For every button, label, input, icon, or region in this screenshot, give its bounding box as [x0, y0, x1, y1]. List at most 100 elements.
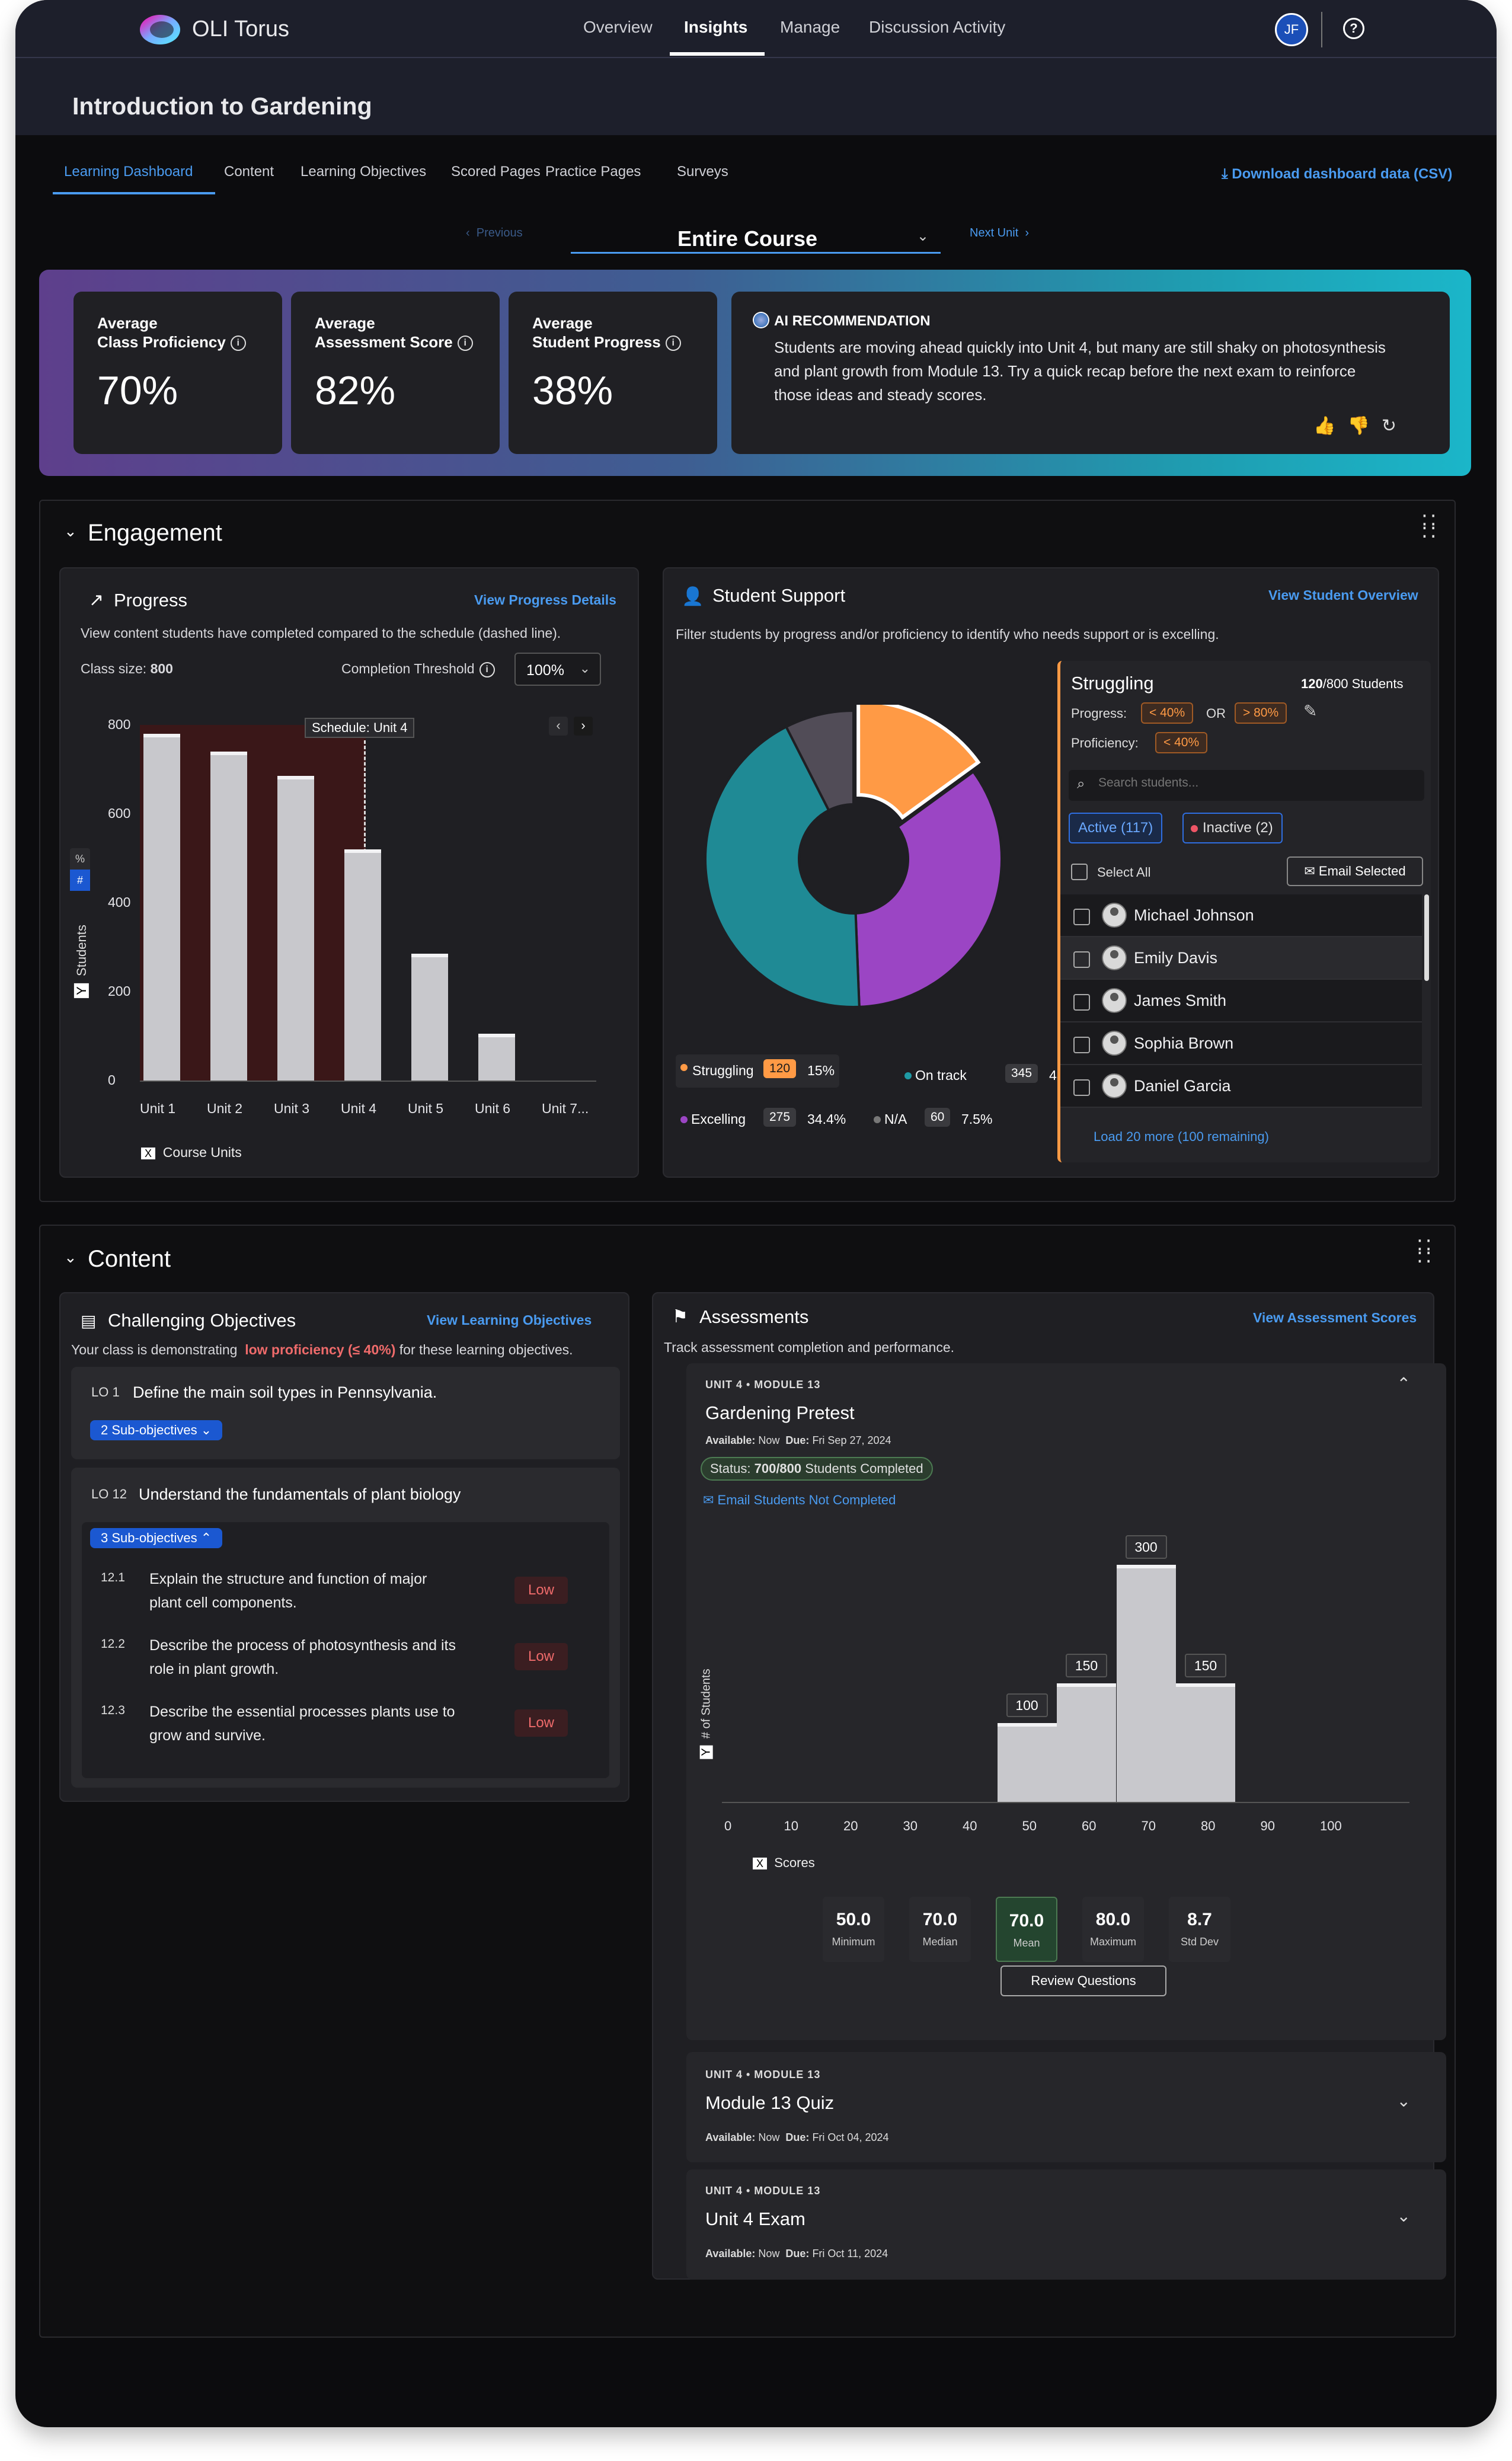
legend-struggling[interactable]: Struggling 120 15%	[676, 1054, 839, 1088]
nav-insights[interactable]: Insights	[684, 18, 748, 36]
assessment-pretest: UNIT 4 • MODULE 13 ⌃ Gardening Pretest A…	[686, 1363, 1446, 2040]
chart-prev-button[interactable]: ‹	[549, 717, 568, 736]
info-icon[interactable]: i	[479, 661, 495, 677]
progress-bar	[277, 776, 314, 1081]
student-row[interactable]: Daniel Garcia	[1060, 1065, 1422, 1108]
donut-slice-excelling[interactable]	[854, 770, 1003, 1008]
x-tick-label: 10	[784, 1818, 798, 1833]
mail-icon: ✉	[703, 1492, 718, 1507]
inactive-filter-button[interactable]: Inactive (2)	[1182, 813, 1283, 843]
progress-description: View content students have completed com…	[81, 625, 561, 641]
threshold-select[interactable]: 100% ⌄	[514, 653, 601, 686]
sub-objectives-toggle[interactable]: 3 Sub-objectives ⌃	[90, 1528, 223, 1548]
sub-objectives-toggle[interactable]: 2 Sub-objectives ⌄	[90, 1420, 223, 1440]
chevron-down-icon[interactable]: ⌄	[1396, 2207, 1411, 2225]
chevron-down-icon[interactable]: ⌄	[1396, 2092, 1411, 2110]
review-questions-button[interactable]: Review Questions	[1000, 1965, 1166, 1996]
view-learning-objectives-link[interactable]: View Learning Objectives	[427, 1312, 592, 1328]
student-row[interactable]: Sophia Brown	[1060, 1022, 1422, 1065]
histogram-bar	[1057, 1683, 1116, 1802]
toggle-count[interactable]: #	[70, 870, 90, 891]
donut-slice-struggling[interactable]	[856, 705, 981, 820]
scrollbar[interactable]	[1424, 894, 1429, 981]
proficiency-filter-low[interactable]: < 40%	[1155, 732, 1208, 753]
x-tick-label: 60	[1082, 1818, 1097, 1833]
sub-text: Describe the essential processes plants …	[149, 1703, 455, 1720]
drag-handle-icon[interactable]: ⁚⁚ ⁚⁚	[1417, 1236, 1434, 1267]
assessment-exam[interactable]: UNIT 4 • MODULE 13 Unit 4 Exam Available…	[686, 2169, 1446, 2280]
chart-next-button[interactable]: ›	[574, 717, 593, 736]
challenging-objectives-card: ▤ Challenging Objectives View Learning O…	[59, 1292, 629, 1802]
progress-filter-label: Progress:	[1071, 706, 1127, 721]
student-row[interactable]: Michael Johnson	[1060, 894, 1422, 937]
nav-overview[interactable]: Overview	[583, 18, 653, 36]
tab-learning-dashboard[interactable]: Learning Dashboard	[64, 164, 193, 180]
next-unit-button[interactable]: Next Unit ›	[970, 226, 1029, 240]
previous-unit-button[interactable]: ‹ Previous	[466, 226, 523, 240]
lo-number: LO 1	[91, 1385, 120, 1399]
tab-practice-pages[interactable]: Practice Pages	[545, 164, 641, 180]
tab-learning-objectives[interactable]: Learning Objectives	[301, 164, 427, 180]
lo-text: Understand the fundamentals of plant bio…	[139, 1485, 461, 1503]
student-checkbox[interactable]	[1073, 1037, 1090, 1053]
assessment-breadcrumb: UNIT 4 • MODULE 13	[705, 1379, 821, 1391]
info-icon[interactable]: i	[457, 335, 473, 351]
legend-percent: 15%	[807, 1063, 835, 1078]
nav-manage[interactable]: Manage	[780, 18, 840, 36]
tab-surveys[interactable]: Surveys	[677, 164, 728, 180]
assessment-name: Module 13 Quiz	[705, 2092, 835, 2113]
student-checkbox[interactable]	[1073, 909, 1090, 925]
dashboard-tabs: Learning Dashboard Content Learning Obje…	[15, 135, 1497, 200]
load-more-link[interactable]: Load 20 more (100 remaining)	[1094, 1129, 1269, 1144]
email-not-completed-link[interactable]: ✉ Email Students Not Completed	[703, 1492, 896, 1507]
search-field[interactable]: ⌕	[1069, 770, 1424, 801]
help-icon[interactable]: ?	[1343, 18, 1364, 39]
axis-toggle: % #	[70, 848, 90, 891]
student-checkbox[interactable]	[1073, 951, 1090, 968]
assessment-quiz[interactable]: UNIT 4 • MODULE 13 Module 13 Quiz Availa…	[686, 2052, 1446, 2162]
donut-slice-n-a[interactable]	[784, 709, 855, 812]
progress-filter-low[interactable]: < 40%	[1141, 702, 1194, 724]
nav-discussion-activity[interactable]: Discussion Activity	[869, 18, 1006, 36]
card-title: Progress	[114, 590, 188, 611]
view-assessment-scores-link[interactable]: View Assessment Scores	[1253, 1310, 1417, 1325]
email-selected-button[interactable]: ✉ Email Selected	[1287, 856, 1423, 886]
x-tick-label: Unit 7...	[542, 1101, 589, 1116]
toggle-percent[interactable]: %	[75, 853, 85, 865]
active-filter-button[interactable]: Active (117)	[1069, 813, 1163, 843]
unit-select[interactable]: Entire Course ⌄	[571, 223, 941, 254]
kpi-class-proficiency: Average Class Proficiency i 70%	[73, 292, 282, 454]
legend-count: 120	[763, 1059, 797, 1078]
select-all-checkbox[interactable]	[1071, 864, 1088, 880]
view-student-overview-link[interactable]: View Student Overview	[1268, 587, 1418, 603]
thumbs-up-icon[interactable]: 👍	[1313, 416, 1348, 436]
student-checkbox[interactable]	[1073, 1079, 1090, 1096]
collapse-chevron-icon[interactable]: ⌄	[64, 522, 77, 540]
collapse-chevron-icon[interactable]: ⌄	[64, 1248, 77, 1266]
y-tick-label: 400	[108, 894, 131, 910]
tab-content[interactable]: Content	[224, 164, 274, 180]
x-tick-label: 100	[1320, 1818, 1342, 1833]
info-icon[interactable]: i	[665, 335, 681, 351]
view-progress-details-link[interactable]: View Progress Details	[474, 592, 616, 608]
student-row[interactable]: James Smith	[1060, 980, 1422, 1022]
edit-icon[interactable]: ✎	[1303, 702, 1318, 720]
y-axis-label: Y Students	[73, 925, 89, 998]
tab-scored-pages[interactable]: Scored Pages	[451, 164, 541, 180]
student-row[interactable]: Emily Davis	[1060, 937, 1422, 980]
thumbs-down-icon[interactable]: 👎	[1347, 416, 1382, 436]
download-csv-link[interactable]: ⤓ Download dashboard data (CSV)	[1222, 166, 1452, 183]
drag-handle-icon[interactable]: ⁚⁚ ⁚⁚	[1421, 512, 1439, 542]
student-name: Daniel Garcia	[1134, 1077, 1231, 1095]
refresh-icon[interactable]: ↻	[1381, 416, 1408, 436]
student-checkbox[interactable]	[1073, 994, 1090, 1011]
student-name: James Smith	[1134, 992, 1227, 1009]
search-students-input[interactable]	[1098, 776, 1406, 790]
progress-filter-high[interactable]: > 80%	[1235, 702, 1287, 724]
chevron-up-icon[interactable]: ⌃	[1396, 1375, 1411, 1393]
download-csv-label: Download dashboard data (CSV)	[1232, 166, 1453, 182]
x-axis-label: X Scores	[753, 1855, 815, 1871]
user-avatar[interactable]: JF	[1275, 13, 1308, 46]
info-icon[interactable]: i	[230, 335, 246, 351]
oli-logo-icon	[140, 15, 180, 44]
